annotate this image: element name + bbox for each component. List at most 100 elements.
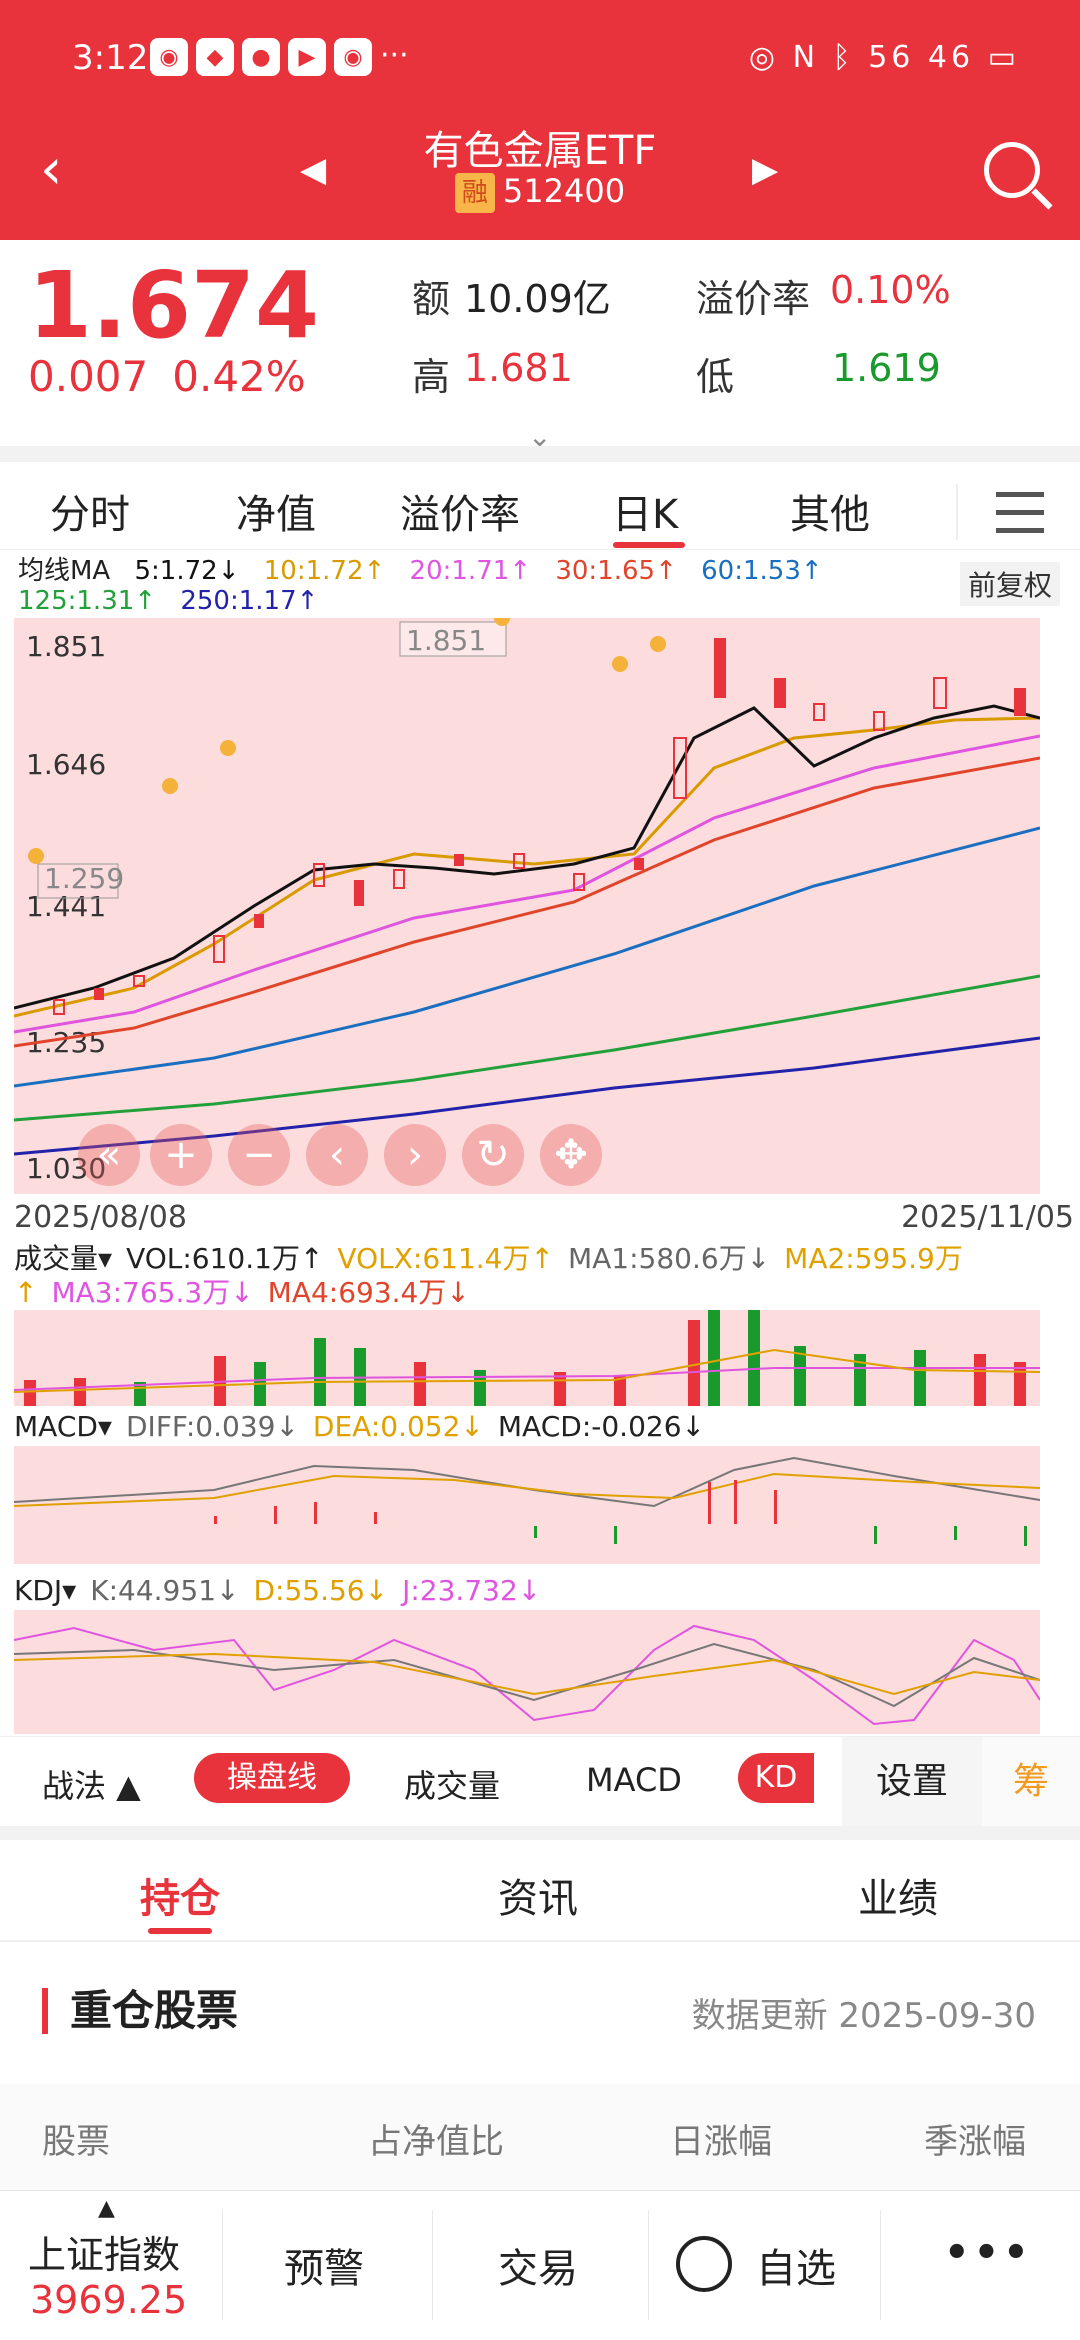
k-value: K:44.951↓ — [90, 1574, 240, 1607]
margin-badge: 融 — [454, 173, 495, 213]
search-icon[interactable] — [984, 142, 1040, 198]
alert-button[interactable]: 预警 — [284, 2246, 364, 2292]
strategy-menu[interactable]: 战法 ▲ — [42, 1767, 141, 1805]
macd-toggle[interactable]: MACD — [586, 1761, 682, 1799]
candle — [573, 873, 585, 891]
column-stock[interactable]: 股票 — [42, 2122, 110, 2162]
ma-legend-item: 20:1.71↑ — [409, 556, 532, 586]
kdj-svg — [13, 1624, 1041, 1726]
expand-chevron-icon[interactable]: ⌄ — [528, 420, 552, 453]
candle — [1014, 688, 1026, 716]
j-value: J:23.732↓ — [402, 1574, 542, 1607]
expand-up-icon[interactable]: ▲ — [98, 2196, 115, 2221]
volume-svg — [13, 1310, 1041, 1406]
chip-distribution-button[interactable]: 筹 — [982, 1737, 1080, 1827]
kdj-toggle[interactable]: KD — [738, 1753, 814, 1803]
diff-value: DIFF:0.039↓ — [126, 1410, 299, 1443]
price-change: 0.007 0.42% — [28, 352, 306, 401]
battery-icon: ▭ — [987, 40, 1020, 75]
candle — [774, 678, 786, 708]
y-tick-label: 1.441 — [26, 890, 106, 923]
watchlist-button[interactable]: 自选 — [756, 2246, 836, 2292]
macd-svg — [13, 1456, 1041, 1546]
ma250-line — [13, 1036, 1041, 1156]
list-menu-icon[interactable] — [956, 484, 1056, 540]
kdj-header: KDJ▾ K:44.951↓ D:55.56↓ J:23.732↓ — [14, 1574, 555, 1608]
divider — [0, 1826, 1080, 1840]
stock-code-row: 融 512400 — [0, 172, 1080, 213]
candle — [673, 737, 687, 799]
index-value: 3969.25 — [30, 2278, 188, 2322]
settings-button[interactable]: 设置 — [842, 1737, 982, 1827]
candle — [933, 677, 947, 709]
date-end: 2025/11/05 — [901, 1200, 1074, 1235]
indicator-bar: 战法 ▲ 操盘线 成交量 MACD KD 设置 筹 — [0, 1736, 1080, 1827]
d-line — [13, 1652, 1041, 1696]
y-tick-label: 1.851 — [26, 630, 106, 663]
tab-nav[interactable]: 净值 — [236, 492, 316, 538]
index-name[interactable]: 上证指数 — [28, 2233, 181, 2277]
rotate-icon[interactable]: ↻ — [462, 1124, 524, 1186]
volume-indicator-select[interactable]: 成交量▾ — [14, 1242, 113, 1275]
column-daily-change[interactable]: 日涨幅 — [670, 2122, 772, 2162]
premium-label: 溢价率 — [696, 277, 811, 321]
d-value: D:55.56↓ — [253, 1574, 389, 1607]
tab-holdings[interactable]: 持仓 — [140, 1876, 220, 1922]
change-percent: 0.42% — [172, 352, 306, 401]
adjust-mode-button[interactable]: 前复权 — [960, 562, 1061, 606]
volume-bars — [24, 1310, 1026, 1406]
macd-chart[interactable] — [13, 1446, 1041, 1564]
candle — [454, 854, 464, 866]
trade-button[interactable]: 交易 — [498, 2246, 578, 2292]
change-value: 0.007 — [28, 352, 149, 401]
tab-daily-k[interactable]: 日K — [612, 492, 679, 538]
column-nav-ratio[interactable]: 占净值比 — [368, 2122, 504, 2162]
kdj-indicator-select[interactable]: KDJ▾ — [14, 1574, 77, 1607]
ma-legend-title[interactable]: 均线MA — [18, 556, 111, 586]
k-line-chart[interactable]: 1.851 1.646 1.441 1.235 1.030 — [13, 610, 1041, 1194]
zoom-in-icon[interactable]: + — [150, 1124, 212, 1186]
divider — [0, 446, 1080, 462]
vol-ma1: MA1:580.6万↓ — [567, 1242, 771, 1275]
max-price-marker: 1.851 — [406, 624, 486, 657]
scroll-left-icon[interactable]: ‹ — [306, 1124, 368, 1186]
volume-toggle[interactable]: 成交量 — [404, 1767, 501, 1805]
candle — [513, 853, 525, 869]
play-icon: ▶ — [288, 38, 326, 76]
candle — [133, 975, 145, 987]
tab-news[interactable]: 资讯 — [498, 1876, 578, 1922]
more-icon[interactable]: ••• — [944, 2230, 1033, 2276]
holdings-table-header — [0, 2084, 1080, 2194]
rewind-icon[interactable]: « — [78, 1124, 140, 1186]
divider — [222, 2210, 223, 2320]
premium-value: 0.10% — [830, 268, 951, 312]
watchlist-icon[interactable] — [676, 2236, 732, 2292]
tab-premium[interactable]: 溢价率 — [400, 492, 520, 538]
macd-value: MACD:-0.026↓ — [497, 1410, 705, 1443]
zoom-out-icon[interactable]: − — [228, 1124, 290, 1186]
dea-value: DEA:0.052↓ — [312, 1410, 484, 1443]
ma10-line — [13, 716, 1041, 1018]
operating-line-toggle[interactable]: 操盘线 — [194, 1753, 350, 1803]
volume-chart[interactable] — [13, 1310, 1041, 1406]
kdj-chart[interactable] — [13, 1610, 1041, 1734]
stock-code: 512400 — [502, 172, 626, 210]
tab-performance[interactable]: 业绩 — [858, 1876, 938, 1922]
tab-other[interactable]: 其他 — [790, 492, 870, 538]
candle — [873, 711, 885, 731]
macd-indicator-select[interactable]: MACD▾ — [14, 1410, 112, 1443]
next-stock-icon[interactable]: ▶ — [752, 150, 779, 190]
status-time: 3:12 — [72, 38, 149, 78]
app-notification-icon: ◉ — [150, 38, 188, 76]
scroll-right-icon[interactable]: › — [384, 1124, 446, 1186]
back-icon[interactable]: ‹ — [40, 137, 63, 202]
divider — [880, 2210, 881, 2320]
candle — [354, 880, 364, 906]
column-quarter-change[interactable]: 季涨幅 — [924, 2122, 1026, 2162]
bulb-icon — [220, 740, 236, 756]
tab-timeshare[interactable]: 分时 — [50, 492, 130, 538]
fullscreen-icon[interactable]: ✥ — [540, 1124, 602, 1186]
prev-stock-icon[interactable]: ◀ — [300, 150, 327, 190]
vol-ma4: MA4:693.4万↓ — [267, 1276, 470, 1309]
ma-legend-item: 125:1.31↑ — [18, 586, 157, 616]
